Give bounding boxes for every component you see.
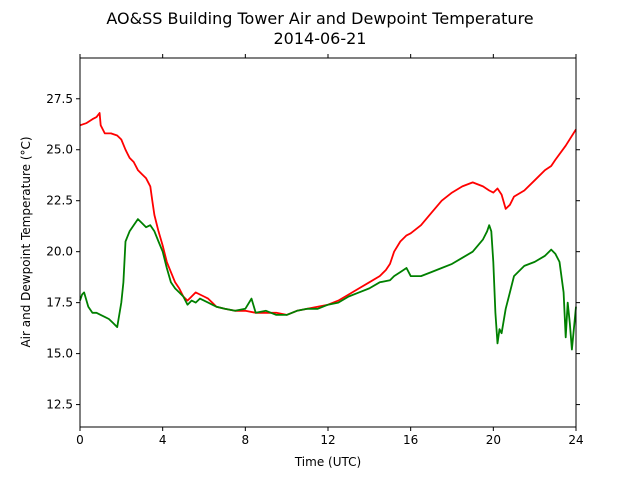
x-tick-label: 16 xyxy=(403,433,418,447)
y-tick-label: 17.5 xyxy=(46,296,73,310)
x-axis-label: Time (UTC) xyxy=(294,455,361,469)
chart-subtitle: 2014-06-21 xyxy=(274,29,367,48)
y-tick-label: 15.0 xyxy=(46,347,73,361)
series-line-0 xyxy=(79,112,577,316)
series-line-1 xyxy=(79,218,577,351)
x-tick-label: 4 xyxy=(159,433,167,447)
series-layer xyxy=(79,112,577,351)
y-tick-label: 25.0 xyxy=(46,143,73,157)
x-tick-label: 12 xyxy=(320,433,335,447)
y-axis-label: Air and Dewpoint Temperature (°C) xyxy=(19,136,33,347)
x-tick-label: 0 xyxy=(76,433,84,447)
chart-title: AO&SS Building Tower Air and Dewpoint Te… xyxy=(106,9,533,28)
x-tick-label: 24 xyxy=(568,433,583,447)
tick-layer: 0 4 8 12 16 20 24 12.5 15.0 17.5 20.0 22.5 25.0 27.5 xyxy=(46,54,584,447)
x-tick-label: 8 xyxy=(242,433,250,447)
y-tick-label: 20.0 xyxy=(46,245,73,259)
y-tick-label: 27.5 xyxy=(46,92,73,106)
x-tick-label: 20 xyxy=(486,433,501,447)
y-tick-label: 12.5 xyxy=(46,398,73,412)
y-tick-label: 22.5 xyxy=(46,194,73,208)
